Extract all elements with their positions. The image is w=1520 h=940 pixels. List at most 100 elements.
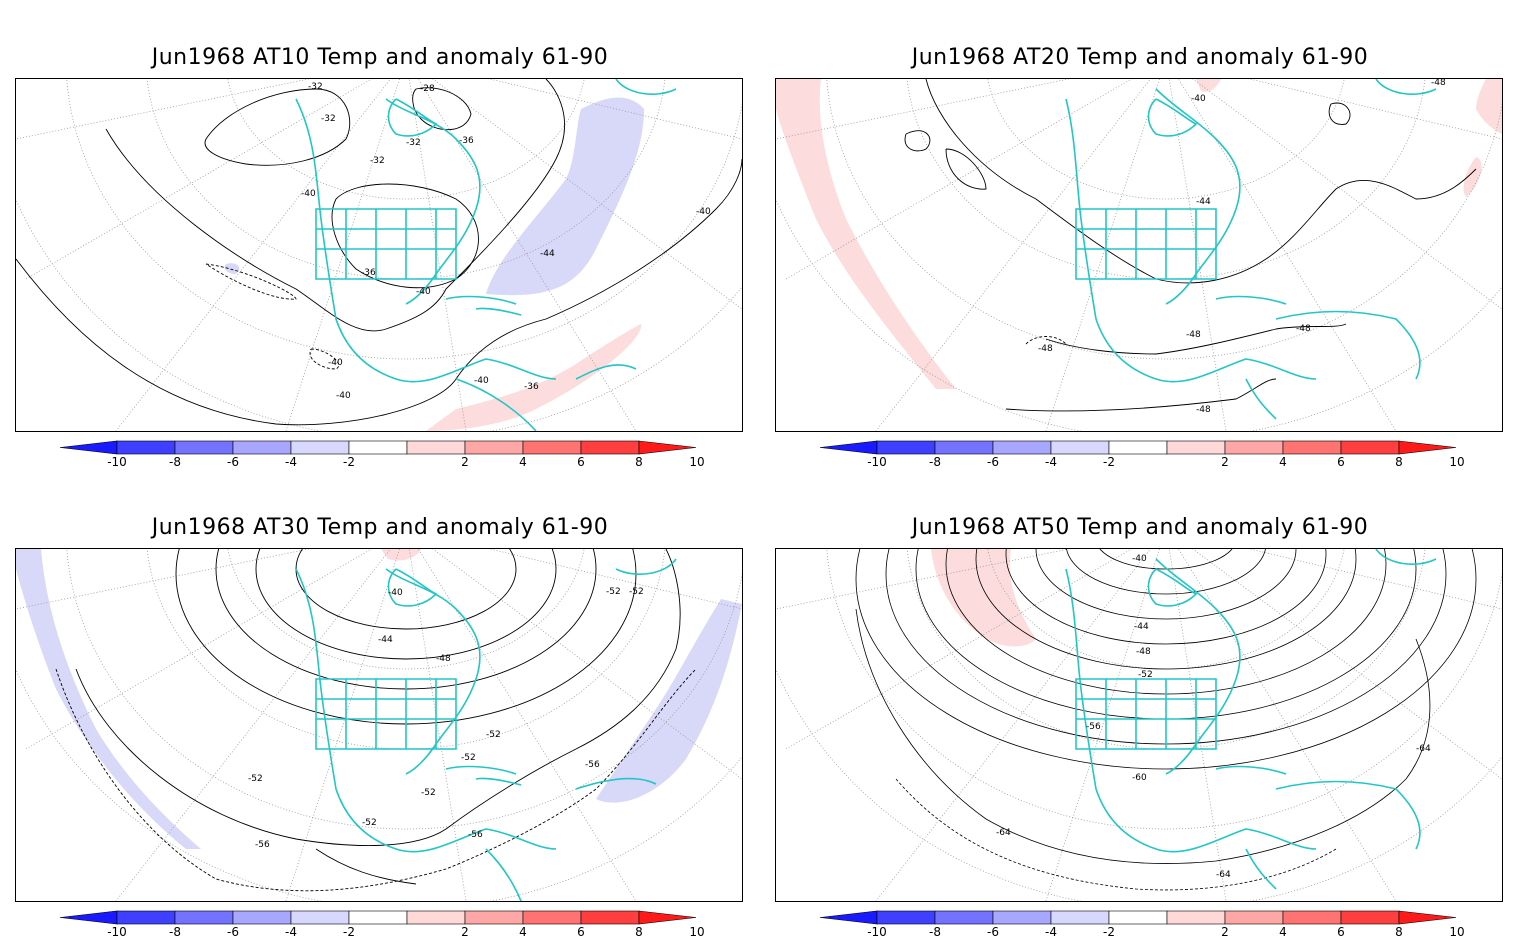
- colorbar-segments: [59, 910, 697, 925]
- colorbar-tick-label: 8: [1395, 455, 1403, 468]
- contour-label: -64: [996, 828, 1011, 838]
- colorbar-tick-label: 8: [635, 455, 643, 468]
- colorbar: -10 -8 -6 -4 -2 2 4 6 8 10: [59, 440, 705, 468]
- contour-label: -32: [321, 114, 336, 124]
- map-svg: -40 -44 -48 -52 -56 -60 -64 -64 -64: [776, 549, 1502, 901]
- colorbar-tick-label: 4: [519, 925, 527, 938]
- contour-label: -52: [248, 774, 263, 784]
- contour-label: -56: [585, 760, 600, 770]
- contour-label: -64: [1216, 870, 1231, 880]
- colorbar-labels: -10 -8 -6 -4 -2 2 4 6 8 10: [107, 455, 704, 468]
- colorbar-tick-label: -2: [343, 925, 355, 938]
- contour-label: -48: [1136, 647, 1151, 657]
- colorbar-segment: [1108, 440, 1168, 455]
- contour-label: -52: [486, 730, 501, 740]
- negative-anomaly-region: [224, 263, 240, 274]
- contour-label: -48: [1296, 324, 1311, 334]
- contour-label: -40: [416, 287, 431, 297]
- contour-label: -44: [1134, 622, 1149, 632]
- colorbar-segment: [406, 910, 466, 925]
- contour-label: -44: [1196, 197, 1211, 207]
- colorbar-segment: [348, 440, 408, 455]
- colorbar-segment: [348, 910, 408, 925]
- colorbar-segment: [1108, 910, 1168, 925]
- positive-anomaly-region: [931, 549, 1036, 647]
- colorbar-arrow-high: [1398, 440, 1457, 455]
- colorbar-labels: -10 -8 -6 -4 -2 2 4 6 8 10: [107, 925, 704, 938]
- colorbar: -10 -8 -6 -4 -2 2 4 6 8 10: [59, 910, 705, 938]
- colorbar-arrow-low: [819, 910, 878, 925]
- colorbar-segment: [876, 910, 936, 925]
- contour-label: -52: [421, 788, 436, 798]
- contour-label: -40: [301, 189, 316, 199]
- contour-label: -28: [420, 84, 435, 94]
- contour-label: -40: [328, 358, 343, 368]
- map-frame: -40 -44 -48 -48 -48 -48 -48: [775, 78, 1503, 432]
- colorbar-segment: [1050, 910, 1110, 925]
- colorbar: -10 -8 -6 -4 -2 2 4 6 8 10: [819, 910, 1465, 938]
- colorbar-tick-label: -2: [343, 455, 355, 468]
- contour-label: -36: [524, 382, 539, 392]
- colorbar-segment: [464, 440, 524, 455]
- panel-title: Jun1968 AT20 Temp and anomaly 61-90: [911, 45, 1369, 70]
- negative-anomaly-region: [486, 97, 644, 296]
- colorbar-tick-label: -2: [1103, 925, 1115, 938]
- colorbar-segment: [580, 910, 640, 925]
- colorbar-tick-label: 2: [461, 925, 469, 938]
- contour-label: -64: [1416, 744, 1431, 754]
- colorbar-segment: [580, 440, 640, 455]
- colorbar-segment: [290, 440, 350, 455]
- panel-title: Jun1968 AT30 Temp and anomaly 61-90: [151, 515, 609, 540]
- contour-label: -40: [388, 588, 403, 598]
- colorbar-tick-label: 6: [577, 925, 585, 938]
- contour-label: -40: [1191, 94, 1206, 104]
- colorbar-tick-label: -4: [285, 455, 297, 468]
- map-svg: -40 -44 -48 -52 -52 -52 -52 -52 -52 -56 …: [16, 549, 742, 901]
- colorbar-segment: [522, 910, 582, 925]
- colorbar-tick-label: -8: [169, 455, 181, 468]
- contour-label: -56: [255, 840, 270, 850]
- colorbar-segment: [934, 440, 994, 455]
- colorbar-segment: [174, 910, 234, 925]
- contour-label: -32: [370, 156, 385, 166]
- contour-label: -52: [629, 587, 644, 597]
- colorbar-segment: [290, 910, 350, 925]
- contour-label: -32: [406, 138, 421, 148]
- colorbar-segment: [1282, 910, 1342, 925]
- colorbar-tick-label: 8: [635, 925, 643, 938]
- contour-label: -40: [1132, 554, 1147, 564]
- colorbar-segments: [819, 440, 1457, 455]
- contour-label: -48: [1431, 79, 1446, 88]
- colorbar-segment: [116, 440, 176, 455]
- contour-label: -44: [378, 635, 393, 645]
- colorbar-segment: [1340, 910, 1400, 925]
- colorbar-tick-label: 6: [577, 455, 585, 468]
- colorbar-segment: [992, 910, 1052, 925]
- colorbar-segment: [1340, 440, 1400, 455]
- colorbar-tick-label: -10: [867, 455, 887, 468]
- colorbar-tick-label: 8: [1395, 925, 1403, 938]
- colorbar-tick-label: -6: [227, 925, 239, 938]
- contour-label: -60: [1132, 773, 1147, 783]
- colorbar: -10 -8 -6 -4 -2 2 4 6 8 10: [819, 440, 1465, 468]
- contour-label: -48: [1196, 405, 1211, 415]
- positive-anomaly-region: [1196, 79, 1221, 92]
- colorbar-tick-label: 10: [1449, 925, 1464, 938]
- colorbar-arrow-high: [1398, 910, 1457, 925]
- colorbar-segment: [1224, 910, 1284, 925]
- contour-label: -52: [461, 753, 476, 763]
- colorbar-tick-label: -8: [929, 455, 941, 468]
- contour-label: -32: [308, 82, 323, 92]
- colorbar-tick-label: 10: [1449, 455, 1464, 468]
- colorbar-segment: [992, 440, 1052, 455]
- colorbar-segment: [1166, 440, 1226, 455]
- colorbar-tick-label: -6: [227, 455, 239, 468]
- colorbar-tick-label: 4: [519, 455, 527, 468]
- colorbar-tick-label: 4: [1279, 925, 1287, 938]
- colorbar-arrow-high: [638, 910, 697, 925]
- colorbar-segment: [1224, 440, 1284, 455]
- colorbar-tick-label: -10: [107, 925, 127, 938]
- colorbar-segment: [1166, 910, 1226, 925]
- contour-label: -52: [1138, 670, 1153, 680]
- contour-label: -40: [336, 391, 351, 401]
